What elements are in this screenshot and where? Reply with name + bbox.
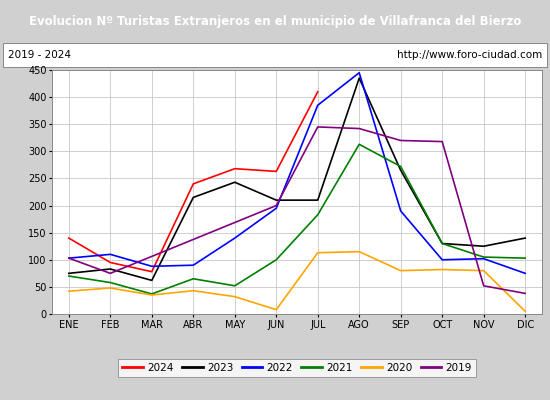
Text: Evolucion Nº Turistas Extranjeros en el municipio de Villafranca del Bierzo: Evolucion Nº Turistas Extranjeros en el … <box>29 14 521 28</box>
Text: http://www.foro-ciudad.com: http://www.foro-ciudad.com <box>397 50 542 60</box>
Text: 2019 - 2024: 2019 - 2024 <box>8 50 72 60</box>
FancyBboxPatch shape <box>3 43 547 67</box>
Legend: 2024, 2023, 2022, 2021, 2020, 2019: 2024, 2023, 2022, 2021, 2020, 2019 <box>118 359 476 377</box>
